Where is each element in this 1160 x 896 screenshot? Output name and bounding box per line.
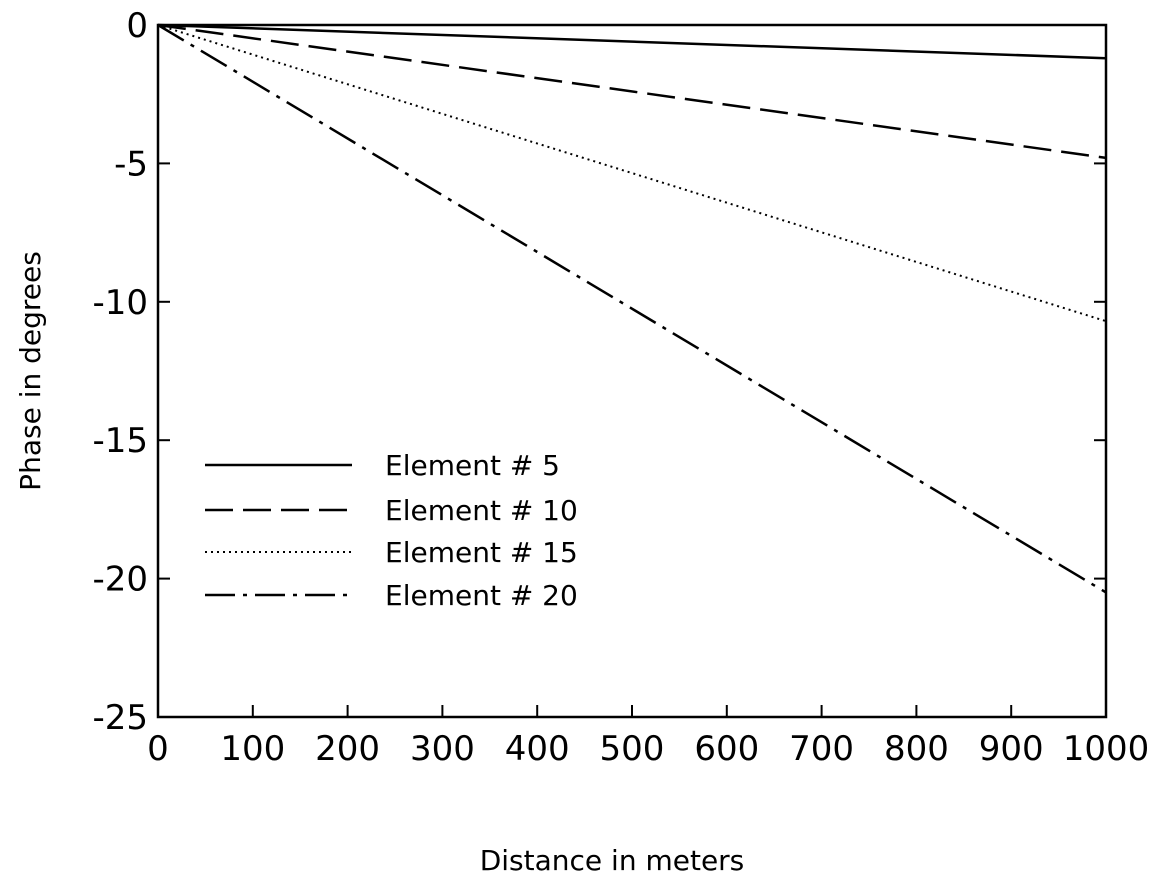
- series-line-3: [157, 24, 1107, 323]
- y-tick-label: -5: [114, 144, 148, 184]
- y-tick-label: -25: [92, 698, 148, 738]
- x-tick-label: 500: [600, 729, 665, 769]
- x-tick-label: 100: [220, 729, 285, 769]
- plot-lines: [157, 23, 1107, 594]
- x-tick-label: 600: [694, 729, 759, 769]
- x-tick-label: 900: [979, 729, 1044, 769]
- x-tick-label: 300: [410, 729, 475, 769]
- legend-label-3: Element # 15: [385, 536, 578, 569]
- y-tick-label: -20: [92, 560, 148, 600]
- plot-frame: [156, 23, 1108, 719]
- legend-label-4: Element # 20: [385, 579, 578, 612]
- y-axis-label: Phase in degrees: [14, 251, 47, 491]
- series-line-4: [157, 23, 1107, 594]
- x-tick-label: 700: [789, 729, 854, 769]
- y-tick-label: -10: [92, 283, 148, 323]
- x-tick-label: 0: [147, 729, 169, 769]
- series-line-1: [157, 23, 1107, 60]
- x-tick-label: 1000: [1063, 729, 1150, 769]
- series-line-2: [157, 23, 1107, 160]
- axis-ticks: 0 100 200 300 400 500 600 700 800 900 1000 0 -5 -10 -1…: [92, 6, 1149, 769]
- legend-label-2: Element # 10: [385, 494, 578, 527]
- x-tick-label: 200: [315, 729, 380, 769]
- legend-label-1: Element # 5: [385, 449, 560, 482]
- y-tick-label: 0: [126, 6, 148, 46]
- x-tick-label: 800: [884, 729, 949, 769]
- legend: Element # 5 Element # 10 Element # 15 Eleme…: [205, 449, 578, 612]
- y-tick-label: -15: [92, 421, 148, 461]
- x-axis-label: Distance in meters: [480, 844, 745, 877]
- x-tick-label: 400: [505, 729, 570, 769]
